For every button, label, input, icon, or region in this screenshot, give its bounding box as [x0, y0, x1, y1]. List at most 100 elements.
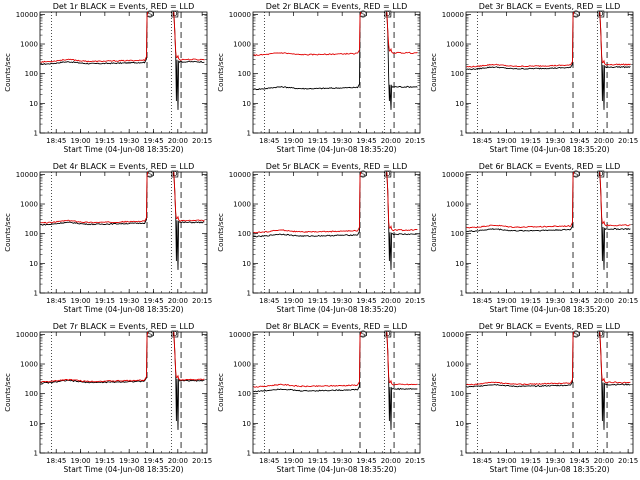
x-tick-label: 20:00 — [594, 457, 614, 465]
y-tick-label: 1 — [34, 290, 38, 298]
x-tick-label: 19:15 — [308, 137, 328, 145]
x-tick-label: 19:30 — [545, 457, 565, 465]
x-tick-label: 19:45 — [356, 137, 376, 145]
d-marker — [171, 330, 179, 338]
y-tick-label: 100 — [238, 230, 251, 238]
events-series-line — [40, 171, 205, 270]
y-tick-label: 100 — [451, 230, 464, 238]
x-tick-label: 19:00 — [70, 457, 90, 465]
x-axis-label: Start Time (04-Jun-08 18:35:20) — [277, 145, 397, 154]
events-series-line — [253, 171, 418, 270]
y-tick-label: 100 — [451, 70, 464, 78]
x-tick-label: 19:00 — [70, 297, 90, 305]
y-axis-label: Counts/sec — [430, 373, 438, 412]
x-tick-label: 20:15 — [405, 457, 425, 465]
s-marker — [146, 330, 154, 338]
lld-series-line — [40, 11, 205, 63]
d-marker — [171, 170, 179, 178]
x-tick-label: 20:00 — [168, 137, 188, 145]
y-tick-label: 10000 — [16, 171, 38, 179]
x-tick-label: 18:45 — [259, 297, 279, 305]
y-axis-label: Counts/sec — [4, 213, 12, 252]
y-tick-label: 10 — [242, 420, 251, 428]
y-tick-label: 10000 — [442, 171, 464, 179]
x-tick-label: 18:45 — [46, 457, 66, 465]
detector-chart-2: Det 2r BLACK = Events, RED = LLD 1 10 100 10… — [217, 2, 425, 154]
lld-series-line — [253, 11, 418, 57]
y-tick-label: 100 — [25, 70, 38, 78]
x-tick-label: 20:00 — [381, 457, 401, 465]
x-axis-label: Start Time (04-Jun-08 18:35:20) — [64, 305, 184, 314]
lld-series-line — [253, 171, 418, 234]
x-tick-label: 19:00 — [70, 137, 90, 145]
x-tick-label: 19:45 — [143, 457, 163, 465]
s-marker — [359, 330, 367, 338]
x-tick-label: 19:00 — [283, 137, 303, 145]
x-tick-label: 19:30 — [332, 137, 352, 145]
x-tick-label: 20:00 — [168, 457, 188, 465]
x-tick-label: 18:45 — [259, 457, 279, 465]
x-tick-label: 20:15 — [405, 297, 425, 305]
x-tick-label: 18:45 — [472, 137, 492, 145]
y-tick-label: 10 — [242, 100, 251, 108]
y-axis-label: Counts/sec — [217, 373, 225, 412]
s-marker — [359, 170, 367, 178]
y-tick-label: 10000 — [16, 11, 38, 19]
detector-chart-4: Det 4r BLACK = Events, RED = LLD 1 10 100 10… — [4, 162, 212, 314]
s-marker-label: S — [574, 331, 579, 339]
y-tick-label: 100 — [25, 390, 38, 398]
x-tick-label: 19:00 — [496, 137, 516, 145]
x-tick-label: 19:30 — [119, 297, 139, 305]
x-axis-label: Start Time (04-Jun-08 18:35:20) — [277, 305, 397, 314]
detector-chart-1: Det 1r BLACK = Events, RED = LLD 1 10 100 10… — [4, 2, 212, 154]
lld-series-line — [466, 171, 631, 229]
x-axis-label: Start Time (04-Jun-08 18:35:20) — [64, 465, 184, 474]
events-series-line — [40, 11, 205, 110]
x-tick-label: 19:00 — [496, 297, 516, 305]
d-marker-label: D — [172, 330, 177, 338]
s-marker-label: S — [361, 171, 366, 179]
x-tick-label: 19:45 — [569, 457, 589, 465]
x-tick-label: 19:15 — [521, 137, 541, 145]
y-tick-label: 10000 — [229, 11, 251, 19]
x-tick-label: 20:15 — [618, 137, 638, 145]
s-marker — [146, 10, 154, 18]
y-tick-label: 100 — [238, 70, 251, 78]
y-tick-label: 1000 — [446, 41, 464, 49]
y-tick-label: 10000 — [442, 11, 464, 19]
s-marker — [572, 10, 580, 18]
lld-series-line — [466, 331, 631, 386]
y-tick-label: 100 — [451, 390, 464, 398]
plot-frame — [465, 331, 634, 454]
chart-title: Det 7r BLACK = Events, RED = LLD — [53, 322, 195, 331]
x-tick-label: 19:00 — [283, 457, 303, 465]
y-tick-label: 1000 — [233, 201, 251, 209]
plot-frame — [39, 171, 208, 294]
chart-title: Det 6r BLACK = Events, RED = LLD — [479, 162, 621, 171]
plot-frame — [465, 171, 634, 294]
y-tick-label: 1 — [460, 290, 464, 298]
events-series-line — [466, 11, 631, 110]
d-marker — [597, 170, 605, 178]
events-series-line — [253, 11, 418, 110]
y-tick-label: 10000 — [229, 331, 251, 339]
x-tick-label: 19:30 — [545, 297, 565, 305]
chart-title: Det 5r BLACK = Events, RED = LLD — [266, 162, 408, 171]
s-marker-label: S — [148, 11, 153, 19]
y-tick-label: 1 — [34, 130, 38, 138]
y-tick-label: 1000 — [446, 201, 464, 209]
detector-chart-3: Det 3r BLACK = Events, RED = LLD 1 10 100 10… — [430, 2, 638, 154]
x-tick-label: 18:45 — [46, 297, 66, 305]
y-tick-label: 10 — [455, 420, 464, 428]
y-tick-label: 10000 — [442, 331, 464, 339]
x-tick-label: 20:00 — [594, 137, 614, 145]
y-tick-label: 10 — [455, 100, 464, 108]
x-tick-label: 20:15 — [618, 457, 638, 465]
x-tick-label: 19:30 — [332, 297, 352, 305]
chart-title: Det 3r BLACK = Events, RED = LLD — [479, 2, 621, 11]
events-series-line — [253, 331, 418, 430]
x-tick-label: 19:00 — [283, 297, 303, 305]
s-marker-label: S — [361, 331, 366, 339]
y-tick-label: 1 — [34, 450, 38, 458]
y-tick-label: 100 — [238, 390, 251, 398]
